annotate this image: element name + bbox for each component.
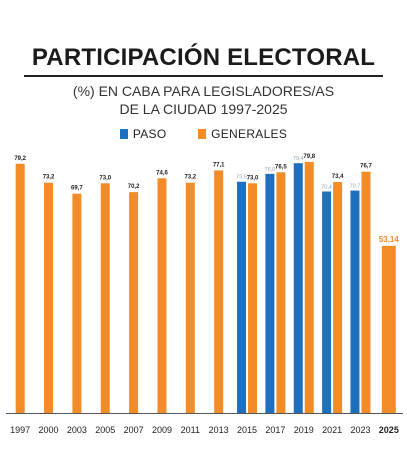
x-tick-label-2009: 2009 [152,425,172,435]
subtitle-line-2: DE LA CIUDAD 1997-2025 [119,101,288,117]
bar-generales-2017 [276,172,286,413]
bar-generales-2005 [100,183,110,413]
data-label-generales-2007: 70,2 [128,184,140,190]
data-label-generales-2009: 74,6 [156,170,168,176]
bar-paso-2015 [237,181,247,413]
legend-label-paso: PASO [132,127,167,141]
data-label-generales-2011: 73,2 [184,175,196,181]
data-label-generales-2021: 73,4 [332,174,344,180]
bar-generales-2025 [381,245,396,413]
x-tick-label-2025: 2025 [379,425,399,435]
data-label-generales-2025: 53,14 [379,235,400,244]
bar-generales-2009 [157,178,167,413]
data-label-generales-2005: 73,0 [99,175,111,181]
chart-subtitle: (%) EN CABA PARA LEGISLADORES/AS DE LA C… [0,82,407,118]
bar-paso-2021 [322,191,332,413]
bar-generales-2007 [129,192,139,413]
x-tick-label-2019: 2019 [294,425,314,435]
x-tick-label-2023: 2023 [350,425,370,435]
bar-paso-2019 [293,163,303,413]
legend-swatch-paso [119,129,128,139]
legend-label-generales: GENERALES [211,127,288,141]
bar-generales-1997 [15,163,25,413]
bar-paso-2023 [350,190,360,413]
x-tick-label-2003: 2003 [67,425,87,435]
page-title: PARTICIPACIÓN ELECTORAL [31,44,376,71]
data-label-paso-2023: 70,7 [350,184,361,190]
x-tick-label-2017: 2017 [265,425,285,435]
data-label-generales-2015: 73,0 [247,175,259,181]
data-label-generales-2023: 76,7 [360,164,372,170]
legend-swatch-generales [198,129,207,139]
x-tick-label-2013: 2013 [209,425,229,435]
bar-generales-2019 [304,161,314,413]
x-tick-label-2015: 2015 [237,425,257,435]
title-divider [24,75,383,77]
data-label-generales-2019: 79,8 [303,154,315,160]
data-label-paso-2017: 76,0 [265,167,276,173]
bar-generales-2000 [44,182,54,413]
data-label-paso-2021: 70,4 [321,184,332,190]
data-label-paso-2015: 73,5 [236,175,247,181]
bar-generales-2013 [214,170,224,413]
x-tick-label-2000: 2000 [39,425,59,435]
x-tick-label-2007: 2007 [124,425,144,435]
bar-generales-2011 [185,182,195,413]
x-tick-label-1997: 1997 [10,425,30,435]
bar-generales-2021 [333,182,343,413]
data-label-generales-2000: 73,2 [43,175,55,181]
bar-generales-2023 [361,171,371,413]
x-tick-label-2011: 2011 [181,425,200,435]
bar-paso-2017 [265,173,275,413]
legend-item-generales: GENERALES [198,127,287,141]
subtitle-line-1: (%) EN CABA PARA LEGISLADORES/AS [72,83,335,99]
chart-legend: PASO GENERALES [0,127,407,142]
bar-generales-2003 [72,193,82,413]
data-label-generales-2013: 77,1 [213,162,225,168]
data-label-generales-2017: 76,5 [275,164,287,170]
data-label-paso-2019: 79,4 [293,156,304,162]
bar-generales-2015 [248,183,258,413]
legend-item-paso: PASO [119,127,167,141]
data-label-generales-2003: 69,7 [71,186,83,192]
data-label-generales-1997: 79,2 [14,156,26,162]
x-tick-label-2021: 2021 [322,425,342,435]
x-tick-label-2005: 2005 [95,425,115,435]
